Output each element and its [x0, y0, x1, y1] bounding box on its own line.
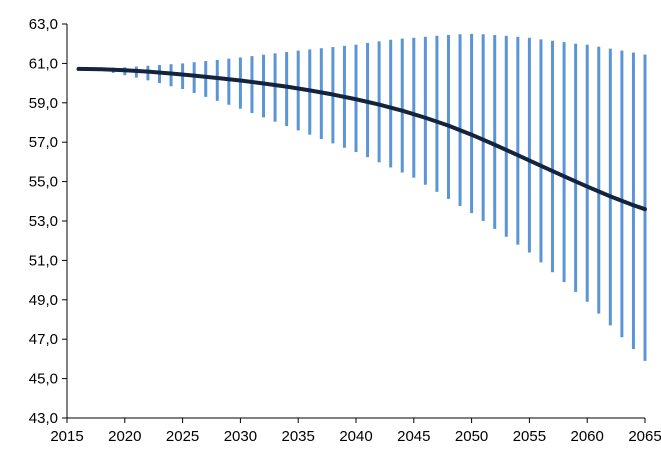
y-tick-label: 51,0: [29, 252, 58, 269]
band-bar: [250, 56, 254, 114]
band-bar: [527, 37, 531, 253]
band-bar: [238, 57, 242, 109]
x-tick-label: 2060: [571, 428, 604, 445]
x-tick-label: 2035: [282, 428, 315, 445]
band-bar: [400, 38, 404, 173]
band-bar: [273, 53, 277, 122]
band-bar: [585, 44, 589, 302]
band-bar: [227, 58, 231, 105]
x-tick-label: 2045: [397, 428, 430, 445]
y-tick-label: 59,0: [29, 95, 58, 112]
band-bar: [493, 35, 497, 229]
band-bar: [608, 48, 612, 326]
axes: [62, 23, 646, 423]
y-tick-label: 43,0: [29, 410, 58, 427]
band-bar: [389, 39, 393, 168]
y-tick-label: 47,0: [29, 331, 58, 348]
band-bar: [504, 35, 508, 237]
x-tick-label: 2065: [628, 428, 661, 445]
band-bar: [204, 61, 208, 97]
band-bar: [215, 59, 219, 101]
tick-labels: 63,0 61,0 59,0 57,0 55,0 53,0 51,0 49,0 47,0 45,0…: [29, 16, 661, 445]
uncertainty-band: [77, 33, 647, 361]
band-bar: [631, 52, 635, 350]
series-line: [76, 66, 647, 212]
x-tick-label: 2040: [339, 428, 372, 445]
band-bar: [481, 34, 485, 221]
band-bar: [562, 42, 566, 283]
y-tick-label: 53,0: [29, 213, 58, 230]
band-bar: [574, 43, 578, 292]
series-line-group: [76, 66, 647, 212]
y-tick-label: 49,0: [29, 292, 58, 309]
y-tick-label: 55,0: [29, 174, 58, 191]
y-tick-label: 57,0: [29, 134, 58, 151]
x-tick-label: 2015: [50, 428, 83, 445]
band-bar: [262, 54, 266, 118]
y-tick-label: 45,0: [29, 371, 58, 388]
band-bar: [470, 33, 474, 214]
band-bar: [458, 34, 462, 207]
x-tick-label: 2030: [224, 428, 257, 445]
y-tick-label: 63,0: [29, 16, 58, 33]
band-bar: [539, 39, 543, 263]
x-tick-label: 2050: [455, 428, 488, 445]
x-tick-label: 2055: [513, 428, 546, 445]
band-bar: [377, 41, 381, 163]
band-bar: [446, 35, 450, 199]
x-tick-label: 2025: [166, 428, 199, 445]
band-bar: [551, 40, 555, 273]
band-bar: [412, 37, 416, 178]
band-bar: [285, 51, 289, 127]
x-tick-label: 2020: [108, 428, 141, 445]
band-bar: [423, 36, 427, 185]
band-bar: [620, 50, 624, 338]
band-bar: [516, 36, 520, 245]
band-bar: [435, 35, 439, 192]
band-bar: [597, 46, 601, 314]
y-tick-label: 61,0: [29, 55, 58, 72]
